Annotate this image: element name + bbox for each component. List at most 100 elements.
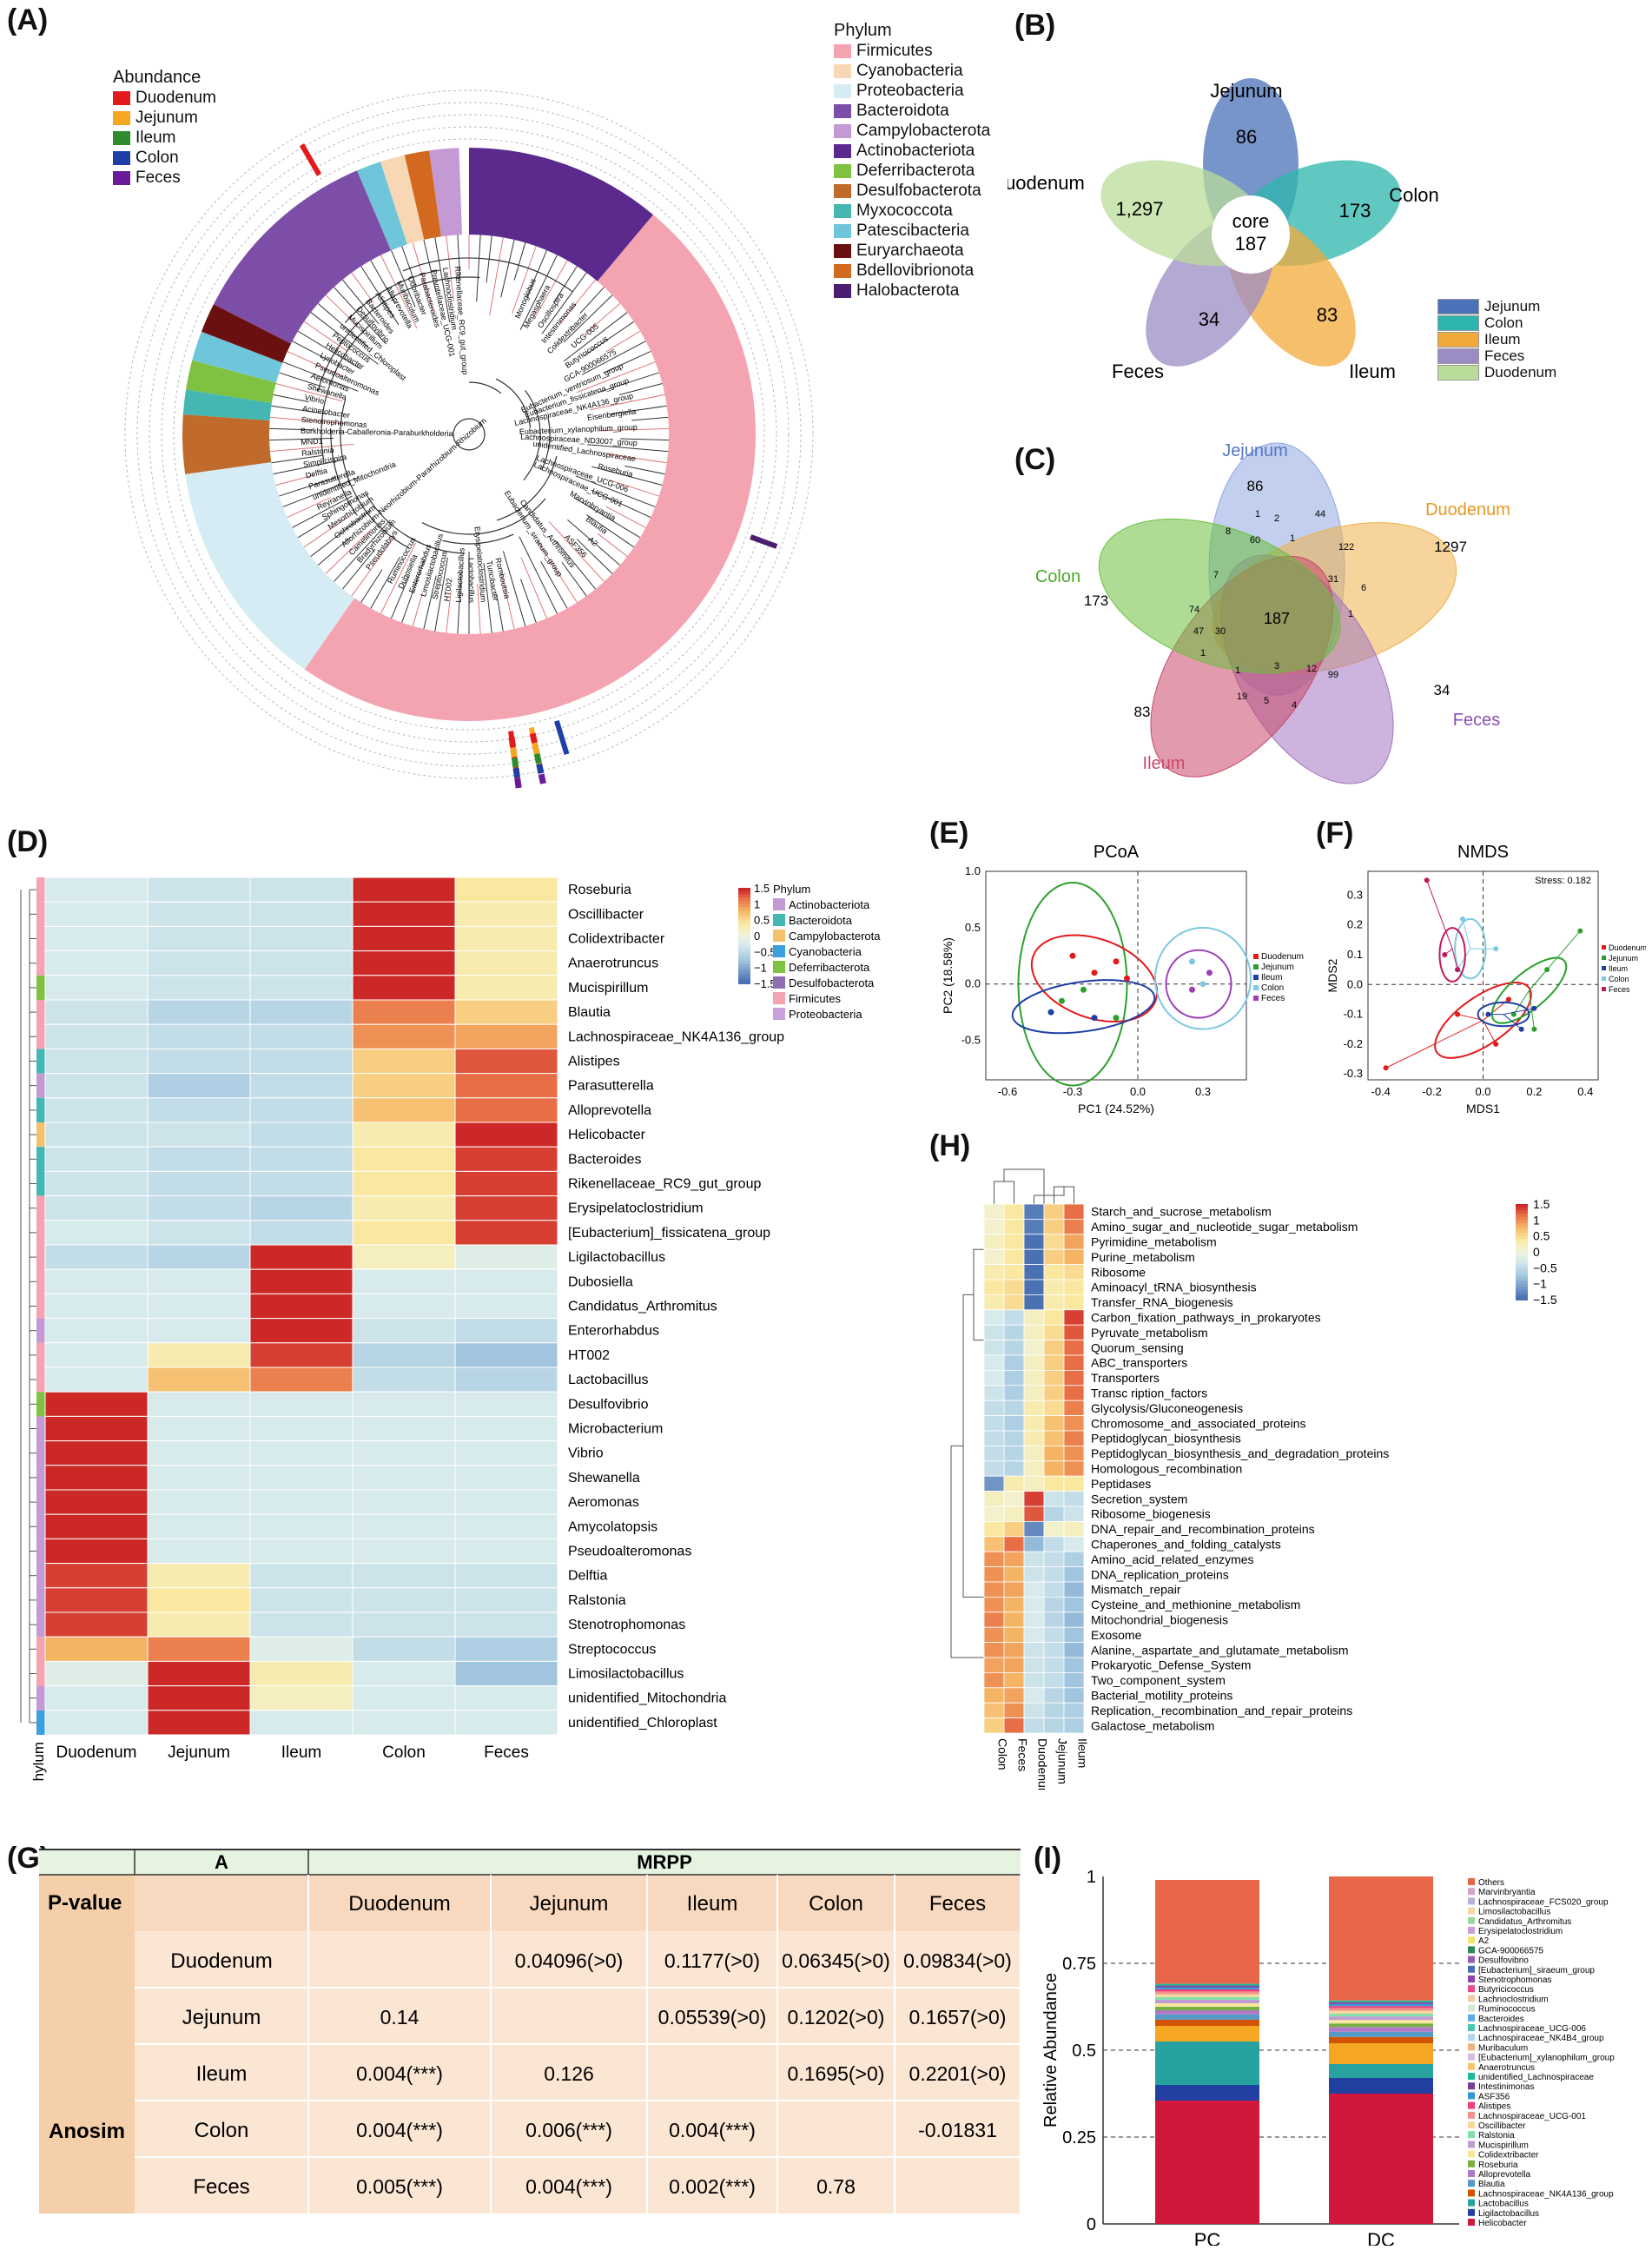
heatmap-cell [454, 1097, 558, 1123]
heatmap-cell [1023, 1491, 1045, 1507]
phylum-axis-label: Phylum [30, 1742, 47, 1781]
abundance-legend-item: Colon [113, 148, 216, 168]
heatmap-cell [249, 999, 354, 1025]
legend-label: Actinobacteriota [856, 142, 975, 160]
venn-region-count: 1 [1200, 648, 1206, 658]
data-point [1424, 877, 1430, 883]
heatmap-row-label: ABC_transporters [1091, 1356, 1187, 1370]
tree-branch [496, 456, 558, 521]
tree-branch [559, 279, 596, 323]
data-point [1518, 1026, 1524, 1032]
heatmap-cell [1063, 1369, 1085, 1386]
heatmap-cell [1003, 1203, 1025, 1220]
spider-line [1385, 1019, 1483, 1069]
legend-label: Oscillibacter [1478, 2121, 1526, 2131]
heatmap-cell [1063, 1566, 1085, 1583]
color-scale-tick: 1 [1533, 1213, 1540, 1227]
legend-label: ASF356 [1478, 2092, 1510, 2101]
legend-swatch [1602, 945, 1606, 950]
phylum-legend-item: Campylobacterota [834, 121, 990, 141]
table-cell: 0.05539(>0) [658, 2006, 767, 2028]
tree-branch [412, 592, 423, 626]
heatmap-cell [44, 1367, 149, 1393]
heatmap-cell [1063, 1626, 1085, 1644]
tree-branch [325, 529, 372, 574]
tree-branch [520, 557, 547, 619]
group-ellipse [1490, 956, 1568, 1024]
venn-count: 86 [1247, 478, 1264, 494]
panel-label-d: (D) [7, 825, 49, 858]
genus-label: Burkholderia-Caballeronia-Paraburkholder… [301, 427, 453, 438]
group-ellipse [1165, 949, 1232, 1019]
table-cell: 0.004(***) [356, 2062, 443, 2085]
legend-swatch [113, 150, 130, 165]
heatmap-column-label: Jejunum [168, 1744, 230, 1762]
data-point [1383, 1065, 1389, 1071]
color-scale-step [1516, 1229, 1528, 1234]
heatmap-cell [454, 1023, 558, 1049]
heatmap-row-label: Shewanella [568, 1471, 640, 1486]
heatmap-row-label: Lachnospiraceae_NK4A136_group [568, 1029, 784, 1044]
color-scale-tick: −1 [754, 962, 767, 975]
heatmap-cell [352, 901, 456, 927]
heatmap-cell [1023, 1324, 1045, 1340]
heatmap-cell [1003, 1520, 1025, 1538]
legend-label: Ileum [1261, 973, 1282, 983]
legend-label: Candidatus_Arthromitus [1478, 1917, 1571, 1927]
genus-label: Ralstonia [301, 446, 334, 458]
legend-swatch [1468, 2053, 1475, 2061]
table-column-header: Ileum [687, 1892, 738, 1916]
legend-label: A2 [1478, 1936, 1490, 1946]
legend-swatch [1468, 1916, 1475, 1924]
tree-branch [561, 561, 587, 597]
venn-set-name: Duodenum [1425, 500, 1510, 519]
tree-branch [603, 350, 651, 374]
heatmap-cell [1043, 1551, 1065, 1568]
heatmap-cell [44, 1318, 149, 1344]
tree-branch [275, 383, 343, 402]
heatmap-row-label: Chromosome_and_associated_proteins [1091, 1416, 1305, 1430]
venn-legend-item: Colon [1437, 314, 1556, 331]
venn-region-count: 44 [1315, 509, 1325, 519]
tree-branch [340, 399, 409, 549]
tree-branch [586, 514, 635, 548]
abundance-legend-item: Jejunum [113, 108, 216, 128]
heatmap-cell [249, 1318, 354, 1344]
tree-branch [325, 294, 359, 328]
phylum-legend-item: Bdellovibrionota [834, 261, 990, 281]
heatmap-cell [1003, 1581, 1025, 1598]
venn-count: 1,297 [1115, 198, 1163, 220]
heatmap-cell [454, 975, 558, 1001]
venn-core-value: 187 [1235, 233, 1267, 255]
heatmap-cell [1043, 1279, 1065, 1295]
venn-region-count: 1 [1348, 609, 1353, 619]
phylum-legend-item: Proteobacteria [834, 81, 990, 101]
color-scale-step [1516, 1267, 1528, 1272]
color-scale-step [738, 890, 750, 896]
phylum-legend-item: Deferribacterota [834, 161, 990, 181]
heatmap-cell [1003, 1354, 1025, 1371]
heatmap-cell [352, 1710, 456, 1736]
tree-branch [468, 381, 502, 394]
data-point [1544, 967, 1550, 973]
heatmap-row-label: Transc ription_factors [1091, 1386, 1207, 1400]
group-ellipse [1011, 979, 1156, 1035]
tree-branch [342, 549, 376, 590]
heatmap-cell [249, 1170, 354, 1197]
heatmap-cell [1043, 1611, 1065, 1628]
legend-swatch [834, 83, 851, 98]
phylum-legend-title: Phylum [773, 883, 810, 896]
tree-branch [513, 242, 526, 281]
heatmap-cell [1023, 1506, 1045, 1522]
color-scale-tick: 1.5 [754, 882, 770, 895]
venn-region-count: 3 [1274, 661, 1279, 672]
legend-label: Erysipelatoclostridium [1478, 1927, 1563, 1936]
heatmap-cell [1023, 1234, 1045, 1250]
y-tick-label: 0.5 [1072, 2042, 1096, 2061]
heatmap-cell [352, 1293, 456, 1320]
color-scale-step [1516, 1296, 1528, 1300]
stacked-bar-segment [1155, 2010, 1259, 2015]
tree-branch [591, 489, 651, 519]
heatmap-cell [44, 1415, 149, 1442]
phylum-sector [304, 598, 567, 721]
